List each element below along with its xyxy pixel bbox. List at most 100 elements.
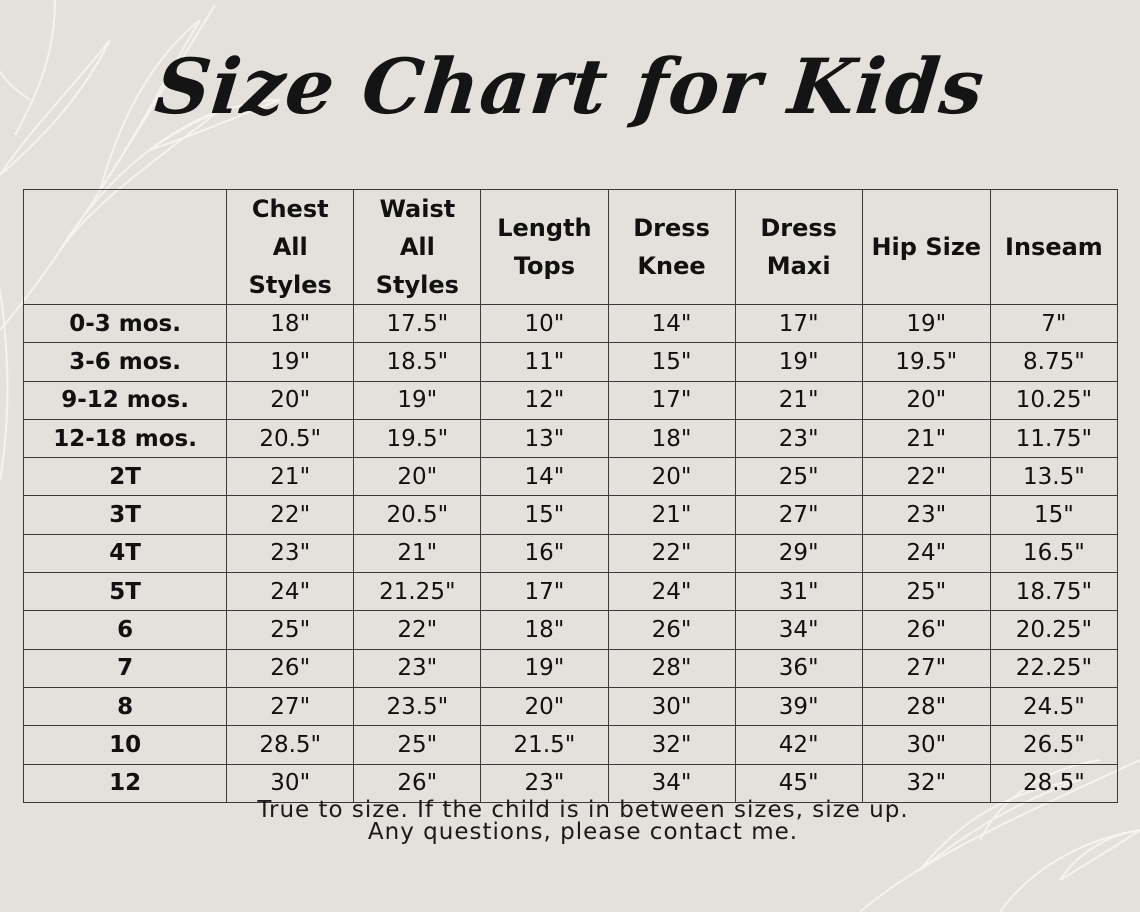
measurement-cell: 21.25" bbox=[353, 572, 482, 612]
column-header-line1: Hip Size bbox=[871, 233, 982, 261]
measurement-cell: 7" bbox=[989, 303, 1119, 344]
table-row: 12-18 mos. 20.5" 19.5" 13" 18" 23" 21" 11.75" bbox=[22, 418, 1119, 459]
size-label-cell: 5T bbox=[22, 572, 228, 612]
measurement-cell: 22" bbox=[226, 495, 355, 535]
size-label-cell: 9-12 mos. bbox=[22, 380, 228, 420]
column-header-line1: Chest bbox=[251, 195, 329, 223]
measurement-cell: 21" bbox=[353, 533, 482, 574]
measurement-cell: 14" bbox=[607, 303, 736, 344]
column-header-line2: All Styles bbox=[375, 233, 459, 299]
column-header-line2: Knee bbox=[637, 252, 706, 280]
sizing-note: True to size. If the child is in between… bbox=[257, 797, 909, 823]
table-row: 2T 21" 20" 14" 20" 25" 22" 13.5" bbox=[22, 457, 1119, 497]
measurement-cell: 20.5" bbox=[226, 418, 355, 459]
header-row: Chest All Styles Waist All Styles Length Tops… bbox=[22, 189, 1119, 305]
measurement-cell: 17.5" bbox=[353, 303, 482, 344]
size-label-cell: 12 bbox=[22, 763, 228, 803]
size-chart-table: Chest All Styles Waist All Styles Length Tops… bbox=[22, 189, 1119, 803]
measurement-cell: 16" bbox=[480, 533, 609, 574]
measurement-cell: 32" bbox=[607, 725, 736, 765]
measurement-cell: 11" bbox=[480, 342, 609, 382]
measurement-cell: 19.5" bbox=[861, 342, 991, 382]
measurement-cell: 20" bbox=[607, 457, 736, 497]
table-row: 12 30" 26" 23" 34" 45" 32" 28.5" bbox=[22, 763, 1119, 803]
size-label-cell: 6 bbox=[22, 610, 228, 650]
table-row: 4T 23" 21" 16" 22" 29" 24" 16.5" bbox=[22, 533, 1119, 574]
measurement-cell: 26" bbox=[226, 648, 355, 688]
column-header: Dress Maxi bbox=[734, 189, 863, 305]
size-label-cell: 0-3 mos. bbox=[22, 303, 228, 344]
measurement-cell: 24" bbox=[226, 572, 355, 612]
measurement-cell: 26.5" bbox=[989, 725, 1119, 765]
table-row: 8 27" 23.5" 20" 30" 39" 28" 24.5" bbox=[22, 686, 1119, 727]
measurement-cell: 24" bbox=[861, 533, 991, 574]
column-header: Waist All Styles bbox=[353, 189, 482, 305]
measurement-cell: 15" bbox=[607, 342, 736, 382]
column-header-line1: Length bbox=[497, 214, 592, 242]
contact-note: Any questions, please contact me. bbox=[367, 819, 799, 845]
measurement-cell: 18.5" bbox=[353, 342, 482, 382]
measurement-cell: 20" bbox=[480, 686, 609, 727]
measurement-cell: 45" bbox=[734, 763, 863, 803]
measurement-cell: 11.75" bbox=[989, 418, 1119, 459]
measurement-cell: 17" bbox=[480, 572, 609, 612]
measurement-cell: 27" bbox=[861, 648, 991, 688]
measurement-cell: 26" bbox=[861, 610, 991, 650]
measurement-cell: 19" bbox=[480, 648, 609, 688]
measurement-cell: 27" bbox=[734, 495, 863, 535]
measurement-cell: 20.25" bbox=[989, 610, 1119, 650]
measurement-cell: 23" bbox=[480, 763, 609, 803]
page-title: Size Chart for Kids bbox=[151, 42, 989, 131]
size-label-cell: 3-6 mos. bbox=[22, 342, 228, 382]
measurement-cell: 15" bbox=[989, 495, 1119, 535]
table-row: 6 25" 22" 18" 26" 34" 26" 20.25" bbox=[22, 610, 1119, 650]
measurement-cell: 15" bbox=[480, 495, 609, 535]
size-label-cell: 12-18 mos. bbox=[22, 418, 228, 459]
measurement-cell: 23" bbox=[734, 418, 863, 459]
measurement-cell: 16.5" bbox=[989, 533, 1119, 574]
measurement-cell: 21" bbox=[734, 380, 863, 420]
column-header: Chest All Styles bbox=[226, 189, 355, 305]
measurement-cell: 18" bbox=[480, 610, 609, 650]
size-label-cell: 2T bbox=[22, 457, 228, 497]
measurement-cell: 22.25" bbox=[989, 648, 1119, 688]
measurement-cell: 30" bbox=[607, 686, 736, 727]
measurement-cell: 22" bbox=[861, 457, 991, 497]
measurement-cell: 34" bbox=[734, 610, 863, 650]
size-label-cell: 4T bbox=[22, 533, 228, 574]
table-row: 9-12 mos. 20" 19" 12" 17" 21" 20" 10.25" bbox=[22, 380, 1119, 420]
measurement-cell: 18.75" bbox=[989, 572, 1119, 612]
measurement-cell: 26" bbox=[607, 610, 736, 650]
measurement-cell: 23" bbox=[226, 533, 355, 574]
measurement-cell: 25" bbox=[353, 725, 482, 765]
measurement-cell: 19" bbox=[734, 342, 863, 382]
measurement-cell: 24.5" bbox=[989, 686, 1119, 727]
measurement-cell: 28.5" bbox=[226, 725, 355, 765]
table-row: 3T 22" 20.5" 15" 21" 27" 23" 15" bbox=[22, 495, 1119, 535]
measurement-cell: 14" bbox=[480, 457, 609, 497]
column-header-line2: All Styles bbox=[248, 233, 332, 299]
measurement-cell: 39" bbox=[734, 686, 863, 727]
column-header-line1: Waist bbox=[379, 195, 456, 223]
measurement-cell: 13" bbox=[480, 418, 609, 459]
measurement-cell: 18" bbox=[226, 303, 355, 344]
measurement-cell: 22" bbox=[353, 610, 482, 650]
measurement-cell: 19" bbox=[861, 303, 991, 344]
measurement-cell: 10.25" bbox=[989, 380, 1119, 420]
measurement-cell: 28.5" bbox=[989, 763, 1119, 803]
size-label-cell: 3T bbox=[22, 495, 228, 535]
measurement-cell: 28" bbox=[861, 686, 991, 727]
measurement-cell: 28" bbox=[607, 648, 736, 688]
measurement-cell: 36" bbox=[734, 648, 863, 688]
column-header bbox=[22, 189, 228, 305]
measurement-cell: 17" bbox=[607, 380, 736, 420]
measurement-cell: 30" bbox=[861, 725, 991, 765]
column-header-line2: Maxi bbox=[766, 252, 831, 280]
measurement-cell: 26" bbox=[353, 763, 482, 803]
measurement-cell: 23" bbox=[861, 495, 991, 535]
measurement-cell: 21.5" bbox=[480, 725, 609, 765]
measurement-cell: 20" bbox=[861, 380, 991, 420]
table-row: 10 28.5" 25" 21.5" 32" 42" 30" 26.5" bbox=[22, 725, 1119, 765]
measurement-cell: 23.5" bbox=[353, 686, 482, 727]
measurement-cell: 27" bbox=[226, 686, 355, 727]
